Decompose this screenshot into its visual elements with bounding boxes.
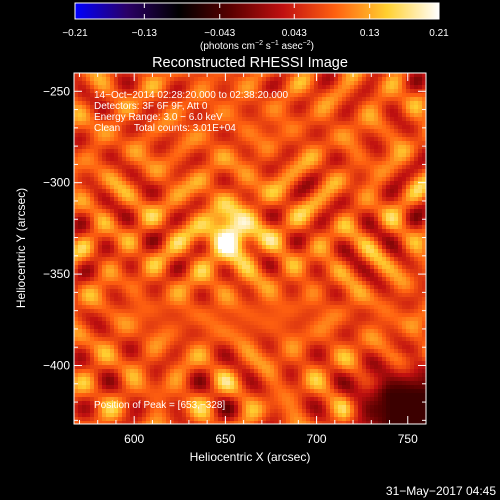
colorbar	[74, 2, 440, 20]
y-tick-label: −250	[43, 84, 70, 98]
annotation-detectors: Detectors: 3F 6F 9F, Att 0	[94, 101, 208, 112]
chart-title: Reconstructed RHESSI Image	[152, 55, 348, 71]
plot-frame	[73, 72, 427, 425]
colorbar-tick-label: −0.043	[204, 28, 235, 39]
colorbar-tick-label: 0.13	[360, 28, 380, 39]
y-tick-label: −350	[43, 267, 70, 281]
colorbar-tick-label: −0.21	[62, 28, 88, 39]
colorbar-tick-label: 0.043	[282, 28, 307, 39]
x-tick-label: 600	[124, 432, 144, 446]
colorbar-tick-label: 0.21	[429, 28, 449, 39]
colorbar-unit: (photons cm−2 s−1 asec−2)	[200, 40, 314, 52]
x-tick-label: 650	[215, 432, 235, 446]
annotation-time-range: 14−Oct−2014 02:28:20.000 to 02:38:20.000	[94, 90, 288, 101]
annotation-energy-range: Energy Range: 3.0 − 6.0 keV	[94, 112, 223, 123]
y-tick-label: −400	[43, 359, 70, 373]
axis-ticks: 600 650 700 750 −250 −300 −350 −400	[43, 72, 427, 446]
y-tick-label: −300	[43, 176, 70, 190]
x-axis-label: Heliocentric X (arcsec)	[190, 450, 311, 464]
colorbar-ticks: −0.21 −0.13 −0.043 0.043 0.13 0.21	[62, 3, 449, 39]
peak-position-label: Position of Peak = [653,−328]	[94, 400, 225, 411]
footer-date: 31−May−2017 04:45	[386, 484, 496, 498]
x-tick-label: 750	[398, 432, 418, 446]
heatmap-image	[74, 73, 426, 424]
colorbar-tick-label: −0.13	[132, 28, 158, 39]
y-axis-label: Heliocentric Y (arcsec)	[14, 188, 28, 308]
annotation-total-counts: Clean Total counts: 3.01E+04	[94, 123, 236, 134]
x-tick-label: 700	[307, 432, 327, 446]
